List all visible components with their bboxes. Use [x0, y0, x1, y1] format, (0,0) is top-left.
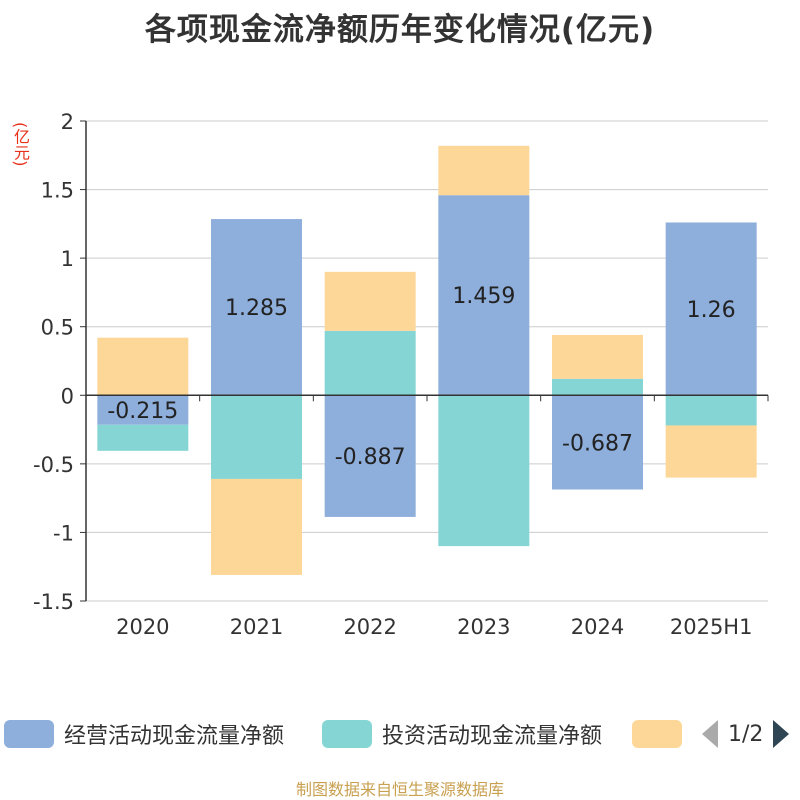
bar-data-label: -0.887 — [335, 445, 406, 470]
bar-data-label: -0.215 — [107, 399, 178, 424]
stacked-bar-chart: 2 1.5 1 0.5 0 -0.5 -1 -1.5 -0.215 1.285 -0.887 1.45… — [33, 110, 769, 639]
bar-other-cashflow — [211, 478, 302, 575]
bar-other-cashflow — [665, 425, 757, 478]
bar-investing-cashflow — [97, 424, 189, 451]
bar-operating-cashflow — [97, 395, 189, 425]
legend-swatch-investing — [322, 720, 372, 748]
bar-data-label: 1.26 — [687, 298, 736, 323]
y-tick-label: 0 — [61, 384, 74, 408]
bar-operating-cashflow — [211, 219, 302, 396]
y-tick-label: 2 — [61, 110, 74, 134]
prev-page-icon[interactable] — [702, 720, 718, 748]
legend-item-operating[interactable]: 经营活动现金流量净额 — [4, 714, 284, 754]
bar-operating-cashflow — [552, 395, 643, 490]
bar-data-label: 1.459 — [452, 284, 515, 309]
bar-operating-cashflow — [665, 222, 757, 396]
bar-other-cashflow — [438, 145, 530, 196]
y-tick-label: 1.5 — [41, 179, 74, 203]
bar-investing-cashflow — [211, 395, 302, 479]
bar-other-cashflow — [97, 337, 189, 396]
bar-data-label: -0.687 — [562, 431, 633, 456]
legend-pager: 1/2 — [702, 706, 790, 762]
chart-title: 各项现金流净额历年变化情况(亿元) — [144, 12, 656, 48]
x-category-label: 2023 — [457, 615, 510, 639]
legend-label-investing: 投资活动现金流量净额 — [382, 724, 603, 749]
bar-investing-cashflow — [438, 395, 530, 547]
legend-page-indicator: 1/2 — [728, 721, 764, 747]
data-source-note: 制图数据来自恒生聚源数据库 — [295, 780, 504, 799]
y-tick-label: 0.5 — [41, 316, 74, 340]
y-tick-label: -1 — [53, 521, 74, 545]
y-tick-label: -0.5 — [33, 453, 74, 477]
legend-item-investing[interactable]: 投资活动现金流量净额 — [322, 714, 602, 754]
legend-swatch-operating — [4, 720, 54, 748]
y-tick-label: -1.5 — [33, 590, 74, 614]
bar-operating-cashflow — [438, 195, 530, 396]
legend-swatch-financing — [632, 720, 682, 748]
y-axis-unit-label: (亿元) — [11, 122, 30, 167]
legend-item-financing[interactable] — [632, 714, 682, 754]
legend: 经营活动现金流量净额 投资活动现金流量净额 — [0, 714, 800, 758]
bar-other-cashflow — [324, 271, 416, 331]
next-page-icon[interactable] — [773, 720, 790, 748]
bar-investing-cashflow — [324, 330, 416, 396]
bar-other-cashflow — [552, 334, 643, 379]
x-category-label: 2024 — [571, 615, 624, 639]
bar-operating-cashflow — [324, 395, 416, 517]
legend-label-operating: 经营活动现金流量净额 — [64, 724, 285, 749]
bar-investing-cashflow — [665, 395, 757, 426]
x-category-label: 2020 — [116, 615, 169, 639]
y-tick-label: 1 — [61, 247, 74, 271]
x-category-label: 2025H1 — [670, 615, 753, 639]
x-category-label: 2021 — [230, 615, 283, 639]
bar-data-label: 1.285 — [225, 296, 288, 321]
bar-investing-cashflow — [552, 378, 643, 396]
x-category-label: 2022 — [343, 615, 396, 639]
